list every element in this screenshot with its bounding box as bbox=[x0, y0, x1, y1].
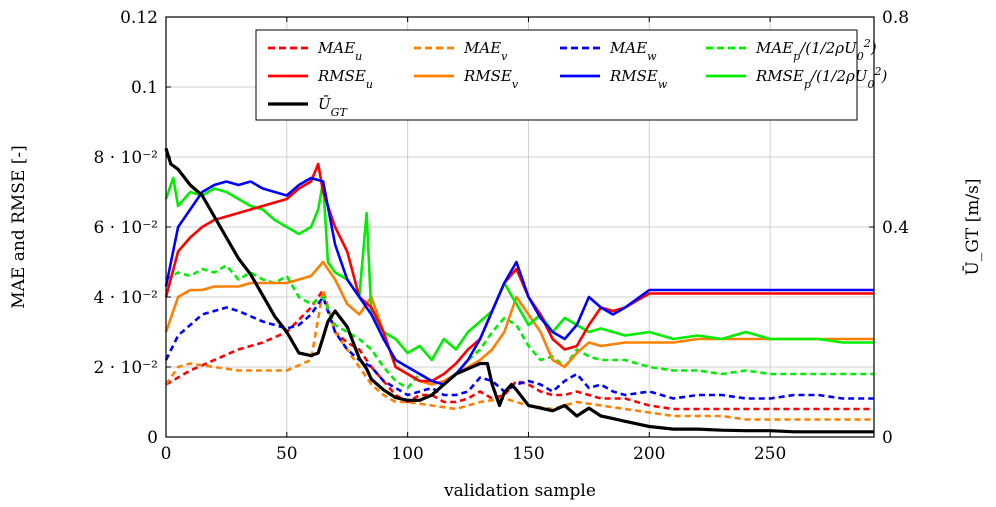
y-tick-label-left: 4 · 10⁻² bbox=[94, 288, 158, 308]
y-tick-label-left: 8 · 10⁻² bbox=[94, 148, 158, 168]
series-line-mae-v bbox=[164, 288, 874, 421]
legend-label: RMSEp/(1/2ρU02) bbox=[755, 65, 887, 91]
legend-box bbox=[255, 29, 858, 121]
series-line-rmse-u bbox=[164, 162, 874, 383]
ticks: 0 50 100 150 200 250 0 2 · 10⁻² 4 · 10⁻² 6 · 10⁻²… bbox=[94, 8, 910, 464]
legend-label: RMSEu bbox=[317, 67, 373, 91]
series-layer bbox=[164, 147, 874, 434]
legend-label: MAEv bbox=[463, 39, 508, 63]
y-axis-label-right: Ū_GT [m/s] bbox=[962, 179, 983, 276]
legend-label: MAEu bbox=[317, 39, 362, 63]
y-tick-label-left: 0.12 bbox=[120, 8, 158, 28]
legend-label: RMSEv bbox=[463, 67, 519, 91]
legend: MAEu MAEv MAEw MAEp/(1/2ρU02) RMSEu RMSEv RMSE… bbox=[255, 29, 887, 121]
y-tick-label-left: 0 bbox=[147, 428, 158, 448]
y-axis-label-left: MAE and RMSE [-] bbox=[9, 145, 29, 309]
y-tick-label-right: 0 bbox=[882, 428, 893, 448]
y-tick-label-left: 6 · 10⁻² bbox=[94, 218, 158, 238]
legend-label: ŪGT bbox=[318, 95, 348, 119]
x-tick-label: 50 bbox=[276, 444, 298, 464]
series-line--gt bbox=[164, 147, 874, 434]
legend-label: MAEp/(1/2ρU02) bbox=[755, 37, 877, 63]
x-tick-label: 150 bbox=[512, 444, 544, 464]
x-tick-label: 100 bbox=[391, 444, 423, 464]
legend-label: MAEw bbox=[609, 39, 657, 63]
series-line-mae-u bbox=[165, 288, 874, 411]
series-line-mae-w bbox=[164, 295, 874, 400]
x-tick-label: 200 bbox=[633, 444, 665, 464]
y-tick-label-left: 0.1 bbox=[131, 78, 158, 98]
x-axis-label: validation sample bbox=[443, 481, 596, 501]
y-tick-label-left: 2 · 10⁻² bbox=[94, 358, 158, 378]
x-tick-label: 250 bbox=[754, 444, 786, 464]
y-tick-label-right: 0.4 bbox=[882, 218, 909, 238]
legend-label: RMSEw bbox=[609, 67, 668, 91]
x-tick-label: 0 bbox=[161, 444, 172, 464]
y-tick-label-right: 0.8 bbox=[882, 8, 909, 28]
